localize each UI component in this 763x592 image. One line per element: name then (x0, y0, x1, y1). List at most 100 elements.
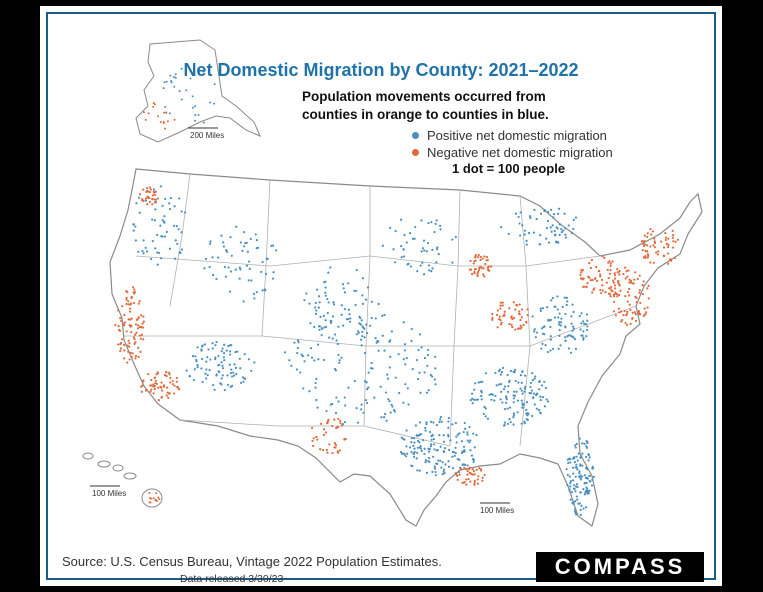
positive-migration-dot (336, 342, 339, 346)
positive-migration-dot (334, 369, 337, 372)
positive-migration-dot (506, 373, 509, 377)
positive-migration-dot (578, 437, 581, 440)
positive-migration-dot (174, 239, 177, 242)
positive-migration-dot (560, 228, 563, 231)
negative-migration-dot (144, 118, 147, 121)
positive-migration-dot (355, 407, 358, 410)
positive-migration-dot (370, 316, 373, 320)
positive-migration-dot (165, 80, 168, 83)
negative-migration-dot (651, 230, 655, 233)
positive-migration-dot (434, 222, 437, 225)
negative-migration-dot (624, 266, 627, 269)
negative-migration-dot (643, 313, 646, 316)
positive-migration-dot (388, 340, 391, 343)
positive-migration-dot (208, 369, 211, 372)
positive-migration-dot (588, 489, 591, 492)
positive-migration-dot (543, 333, 546, 336)
negative-migration-dot (155, 382, 158, 385)
positive-migration-dot (572, 472, 575, 475)
positive-migration-dot (175, 224, 178, 228)
positive-migration-dot (455, 435, 458, 438)
negative-migration-dot (159, 121, 162, 124)
positive-migration-dot (261, 289, 264, 292)
positive-migration-dot (200, 367, 203, 370)
positive-migration-dot (390, 403, 393, 406)
positive-migration-dot (272, 244, 275, 247)
positive-migration-dot (365, 381, 368, 384)
negative-migration-dot (463, 466, 466, 469)
negative-migration-dot (638, 313, 642, 316)
positive-migration-dot (221, 367, 225, 370)
positive-migration-dot (574, 475, 577, 478)
positive-migration-dot (209, 242, 212, 245)
negative-migration-dot (152, 383, 155, 386)
negative-migration-dot (582, 285, 585, 288)
negative-migration-dot (142, 315, 145, 318)
negative-migration-dot (123, 357, 126, 360)
positive-migration-dot (579, 478, 583, 481)
positive-migration-dot (223, 352, 226, 355)
legend-negative: Negative net domestic migration (412, 144, 613, 161)
positive-migration-dot (185, 89, 188, 92)
positive-migration-dot (430, 270, 433, 273)
negative-migration-dot (652, 244, 655, 247)
positive-migration-dot (384, 412, 387, 416)
positive-migration-dot (565, 296, 568, 299)
positive-migration-dot (454, 446, 457, 449)
positive-migration-dot (343, 307, 346, 311)
positive-migration-dot (303, 360, 306, 363)
negative-migration-dot (125, 296, 128, 299)
negative-migration-dot (173, 118, 176, 121)
positive-migration-dot (156, 251, 159, 254)
negative-migration-dot (641, 248, 644, 252)
positive-migration-dot (571, 329, 574, 332)
negative-migration-dot (485, 255, 489, 259)
positive-migration-dot (482, 412, 485, 416)
positive-migration-dot (573, 444, 577, 447)
negative-migration-dot (626, 290, 630, 294)
negative-migration-dot (620, 320, 623, 323)
positive-migration-dot (234, 350, 237, 354)
negative-migration-dot (634, 319, 638, 323)
negative-migration-dot (601, 284, 604, 287)
positive-migration-dot (349, 317, 352, 320)
negative-migration-dot (155, 492, 158, 495)
positive-migration-dot (469, 449, 472, 452)
positive-migration-dot (384, 391, 388, 394)
negative-migration-dot (133, 342, 136, 345)
negative-migration-dot (662, 246, 666, 249)
positive-migration-dot (335, 339, 338, 342)
positive-migration-dot (369, 324, 372, 327)
negative-migration-dot (144, 197, 148, 200)
positive-migration-dot (188, 375, 191, 378)
positive-migration-dot (180, 210, 183, 213)
positive-migration-dot (411, 237, 414, 240)
positive-migration-dot (561, 305, 564, 309)
negative-migration-dot (628, 287, 631, 291)
positive-migration-dot (532, 397, 535, 400)
positive-migration-dot (542, 326, 545, 329)
negative-migration-dot (643, 239, 646, 243)
positive-migration-dot (206, 374, 209, 377)
negative-migration-dot (595, 266, 598, 269)
negative-migration-dot (132, 336, 136, 339)
positive-migration-dot (418, 371, 421, 374)
negative-dot-swatch (412, 149, 419, 156)
positive-migration-dot (521, 406, 524, 409)
negative-migration-dot (638, 289, 641, 292)
negative-migration-dot (165, 370, 168, 374)
negative-migration-dot (636, 277, 639, 281)
positive-migration-dot (168, 202, 171, 205)
positive-migration-dot (217, 256, 220, 259)
positive-migration-dot (435, 462, 438, 465)
positive-migration-dot (481, 380, 484, 383)
positive-migration-dot (266, 257, 269, 260)
positive-migration-dot (361, 294, 364, 297)
negative-migration-dot (603, 256, 606, 260)
positive-migration-dot (316, 343, 320, 346)
release-date: Data released 3/30/23 (180, 573, 284, 585)
positive-migration-dot (466, 439, 469, 442)
positive-migration-dot (205, 377, 208, 380)
positive-migration-dot (239, 367, 242, 370)
positive-migration-dot (177, 228, 180, 231)
